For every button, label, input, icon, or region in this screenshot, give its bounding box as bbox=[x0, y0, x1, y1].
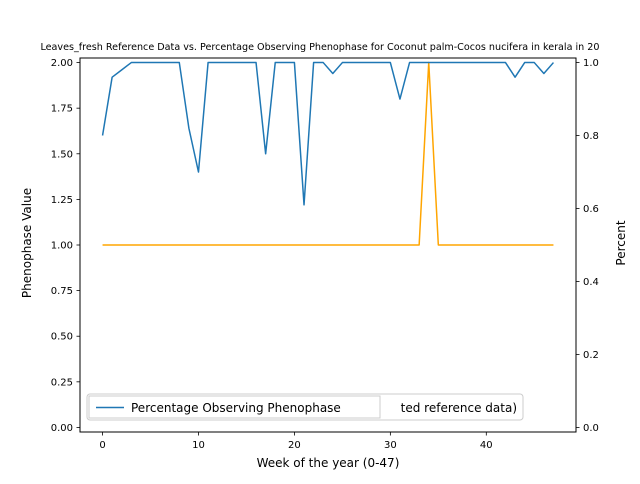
y-axis-right-label: Percent bbox=[614, 220, 628, 265]
y-tick-label: 0.25 bbox=[51, 377, 73, 388]
y-tick-label: 2.00 bbox=[51, 58, 73, 69]
y-tick-label: 0.00 bbox=[51, 423, 73, 434]
y-tick-label: 0.50 bbox=[51, 332, 73, 343]
legend-inner-frame bbox=[88, 395, 381, 419]
y2-tick-label: 1.0 bbox=[583, 58, 599, 69]
y-tick-label: 1.25 bbox=[51, 195, 73, 206]
y-tick-label: 0.75 bbox=[51, 286, 73, 297]
y2-tick-label: 0.8 bbox=[583, 131, 599, 142]
y-tick-label: 1.75 bbox=[51, 104, 73, 115]
plot-area bbox=[101, 61, 555, 246]
x-tick-label: 20 bbox=[288, 440, 301, 451]
legend: ted reference data) Percentage Observing… bbox=[86, 393, 524, 421]
chart-title: Leaves_fresh Reference Data vs. Percenta… bbox=[40, 42, 599, 53]
series-line-1 bbox=[101, 61, 555, 206]
y2-tick-label: 0.4 bbox=[583, 277, 599, 288]
y2-tick-label: 0.2 bbox=[583, 350, 599, 361]
legend-entry: Percentage Observing Phenophase bbox=[131, 401, 341, 415]
x-tick-label: 30 bbox=[384, 440, 397, 451]
x-tick-label: 10 bbox=[192, 440, 205, 451]
x-tick-label: 0 bbox=[99, 440, 105, 451]
x-axis: 0 10 20 30 40 bbox=[99, 432, 493, 451]
y-tick-label: 1.00 bbox=[51, 241, 73, 252]
series-line-0 bbox=[102, 61, 554, 246]
legend-occluded-fragment: ted reference data) bbox=[401, 401, 517, 415]
y-axis-label: Phenophase Value bbox=[20, 188, 34, 298]
y-axis-right: 0.0 0.2 0.4 0.6 0.8 1.0 bbox=[576, 58, 599, 434]
y2-tick-label: 0.0 bbox=[583, 423, 599, 434]
y2-tick-label: 0.6 bbox=[583, 204, 599, 215]
x-tick-label: 40 bbox=[480, 440, 493, 451]
y-tick-label: 1.50 bbox=[51, 149, 73, 160]
y-axis-left: 0.00 0.25 0.50 0.75 1.00 1.25 1.50 1.75 2.00 bbox=[51, 58, 80, 434]
x-axis-label: Week of the year (0-47) bbox=[257, 456, 400, 470]
